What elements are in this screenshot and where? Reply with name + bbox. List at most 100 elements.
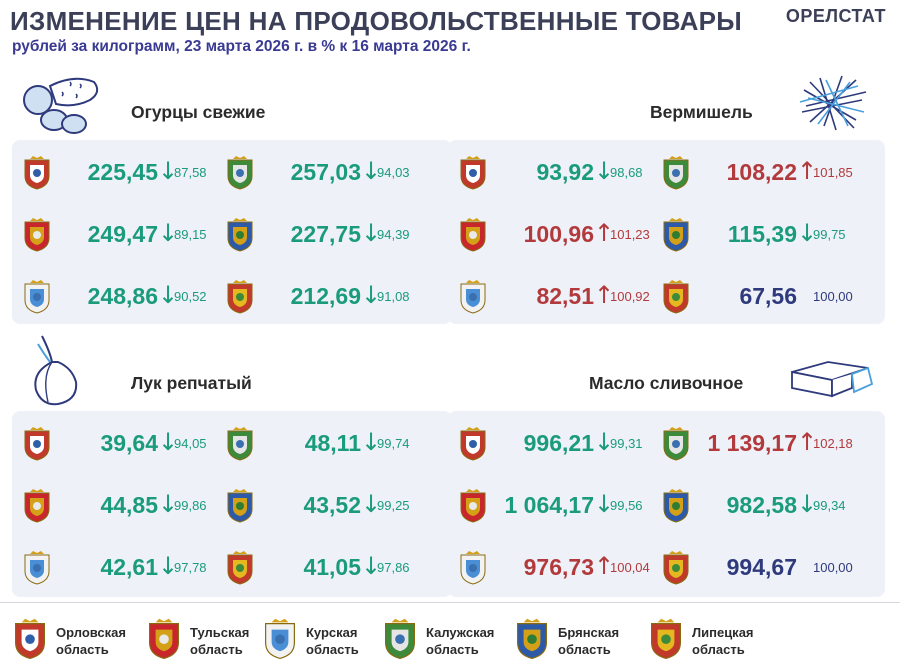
arrow-down-icon: ↓	[594, 428, 615, 456]
crest-wrapper	[458, 154, 488, 190]
arrow-down-icon: ↓	[158, 428, 179, 456]
legend-label: Липецкая область	[692, 624, 754, 658]
crest-tula-icon	[149, 618, 179, 660]
legend-label: Орловская область	[56, 624, 126, 658]
price-value: 996,21	[523, 430, 594, 456]
price-value: 41,05	[303, 554, 361, 580]
crest-kursk-icon	[24, 280, 50, 314]
price-value: 212,69	[290, 283, 361, 309]
percent-change: 99,75	[813, 227, 846, 242]
price-cell-vermicelli-kaluga: 108,22 ↑ 101,85	[661, 148, 871, 196]
price-value: 227,75	[290, 221, 361, 247]
legend-label: Курская область	[306, 624, 359, 658]
percent-change: 101,85	[813, 165, 853, 180]
price-cell-butter-orel: 996,21 ↓ 99,31	[458, 419, 668, 467]
crest-tula-icon	[460, 489, 486, 523]
legend-crest-wrapper	[12, 616, 48, 660]
legend-label: Тульская область	[190, 624, 249, 658]
price-cell-cucumbers-orel: 225,45 ↓ 87,58	[22, 148, 232, 196]
crest-orel-icon	[460, 156, 486, 190]
crest-wrapper	[22, 425, 52, 461]
crest-wrapper	[458, 549, 488, 585]
crest-lipetsk-icon	[663, 280, 689, 314]
price-cell-cucumbers-kaluga: 257,03 ↓ 94,03	[225, 148, 435, 196]
price-cell-vermicelli-bryansk: 115,39 ↓ 99,75	[661, 210, 871, 258]
arrow-down-icon: ↓	[361, 219, 382, 247]
arrow-down-icon: ↓	[594, 490, 615, 518]
crest-bryansk-icon	[227, 218, 253, 252]
legend-label-line1: Липецкая	[692, 625, 754, 640]
crest-lipetsk-icon	[651, 618, 681, 660]
crest-wrapper	[458, 278, 488, 314]
crest-orel-icon	[24, 156, 50, 190]
panel-title-vermicelli: Вермишель	[650, 102, 753, 122]
percent-change: 99,31	[610, 436, 643, 451]
percent-change: 100,00	[813, 560, 853, 575]
panel-title-butter: Масло сливочное	[589, 373, 744, 393]
price-value: 982,58	[726, 492, 797, 518]
price-cell-cucumbers-bryansk: 227,75 ↓ 94,39	[225, 210, 435, 258]
crest-wrapper	[225, 425, 255, 461]
crest-wrapper	[661, 278, 691, 314]
arrow-down-icon: ↓	[797, 219, 818, 247]
arrow-down-icon: ↓	[158, 157, 179, 185]
crest-wrapper	[661, 425, 691, 461]
percent-change: 99,34	[813, 498, 846, 513]
crest-wrapper	[458, 216, 488, 252]
legend-crest-wrapper	[382, 616, 418, 660]
percent-change: 100,00	[813, 289, 853, 304]
price-cell-onion-bryansk: 43,52 ↓ 99,25	[225, 481, 435, 529]
crest-wrapper	[22, 549, 52, 585]
price-cell-cucumbers-tula: 249,47 ↓ 89,15	[22, 210, 232, 258]
legend-label: Брянская область	[558, 624, 619, 658]
page-subtitle: рублей за килограмм, 23 марта 2026 г. в …	[12, 38, 471, 55]
price-cell-butter-kaluga: 1 139,17 ↑ 102,18	[661, 419, 871, 467]
crest-wrapper	[22, 216, 52, 252]
crest-wrapper	[22, 487, 52, 523]
price-value: 43,52	[303, 492, 361, 518]
price-cell-cucumbers-lipetsk: 212,69 ↓ 91,08	[225, 272, 435, 320]
arrow-down-icon: ↓	[158, 219, 179, 247]
price-value: 93,92	[536, 159, 594, 185]
percent-change: 100,92	[610, 289, 650, 304]
price-value: 67,56	[739, 283, 797, 309]
arrow-up-icon: ↑	[594, 219, 615, 247]
legend-crest-wrapper	[146, 616, 182, 660]
percent-change: 99,86	[174, 498, 207, 513]
price-value: 976,73	[523, 554, 594, 580]
percent-change: 91,08	[377, 289, 410, 304]
price-cell-vermicelli-lipetsk: 67,56 100,00	[661, 272, 871, 320]
price-cell-butter-kursk: 976,73 ↑ 100,04	[458, 543, 668, 591]
legend-crest-wrapper	[648, 616, 684, 660]
crest-wrapper	[458, 425, 488, 461]
legend-crest-wrapper	[514, 616, 550, 660]
crest-wrapper	[225, 216, 255, 252]
price-value: 248,86	[87, 283, 158, 309]
crest-tula-icon	[24, 489, 50, 523]
crest-kursk-icon	[460, 280, 486, 314]
price-cell-vermicelli-tula: 100,96 ↑ 101,23	[458, 210, 668, 258]
price-value: 100,96	[523, 221, 594, 247]
cucumber-icon	[23, 77, 99, 134]
crest-bryansk-icon	[227, 489, 253, 523]
price-cell-butter-tula: 1 064,17 ↓ 99,56	[458, 481, 668, 529]
price-cell-butter-lipetsk: 994,67 100,00	[661, 543, 871, 591]
crest-bryansk-icon	[663, 218, 689, 252]
percent-change: 87,58	[174, 165, 207, 180]
crest-kaluga-icon	[663, 427, 689, 461]
legend-label-line1: Орловская	[56, 625, 126, 640]
legend-label-line1: Калужская	[426, 625, 495, 640]
price-cell-onion-lipetsk: 41,05 ↓ 97,86	[225, 543, 435, 591]
price-cell-onion-tula: 44,85 ↓ 99,86	[22, 481, 232, 529]
legend-label-line1: Брянская	[558, 625, 620, 640]
price-value: 42,61	[100, 554, 158, 580]
crest-wrapper	[22, 278, 52, 314]
crest-wrapper	[22, 154, 52, 190]
percent-change: 98,68	[610, 165, 643, 180]
crest-tula-icon	[24, 218, 50, 252]
crest-wrapper	[661, 154, 691, 190]
legend-label-line2: область	[306, 642, 359, 657]
crest-orel-icon	[460, 427, 486, 461]
percent-change: 94,05	[174, 436, 207, 451]
legend-crest-wrapper	[262, 616, 298, 660]
